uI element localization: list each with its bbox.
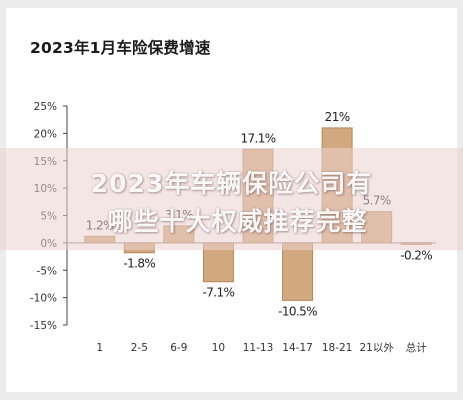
watermark-text-line-2: 哪些十大权威推荐完整 xyxy=(107,207,368,236)
x-tick-label: 6-9 xyxy=(170,342,187,354)
x-tick-label: 11-13 xyxy=(243,342,274,354)
watermark-band xyxy=(0,148,463,250)
x-tick-label: 总计 xyxy=(406,341,427,354)
y-tick-label: -15% xyxy=(30,320,57,332)
y-tick-label: 20% xyxy=(34,128,57,140)
x-tick-label: 10 xyxy=(212,342,225,354)
data-label: -0.2% xyxy=(400,248,432,262)
x-tick-label: 14-17 xyxy=(282,342,313,354)
y-tick-label: -10% xyxy=(30,293,57,305)
x-tick-label: 1 xyxy=(96,342,103,354)
chart-title: 2023年1月车险保费增速 xyxy=(30,39,211,57)
data-label: 21% xyxy=(325,110,350,124)
x-tick-label: 18-21 xyxy=(322,342,353,354)
data-label: 17.1% xyxy=(240,131,275,145)
bar-14-17 xyxy=(282,242,314,301)
data-label: -10.5% xyxy=(278,304,317,318)
watermark-text-line-1: 2023年车辆保险公司有 xyxy=(90,169,373,198)
x-tick-label: 21以外 xyxy=(359,342,394,354)
y-tick-label: -5% xyxy=(37,265,57,277)
data-label: -1.8% xyxy=(123,257,155,271)
y-tick-label: 25% xyxy=(34,101,57,113)
data-label: -7.1% xyxy=(203,286,235,300)
x-tick-label: 2-5 xyxy=(131,342,148,354)
